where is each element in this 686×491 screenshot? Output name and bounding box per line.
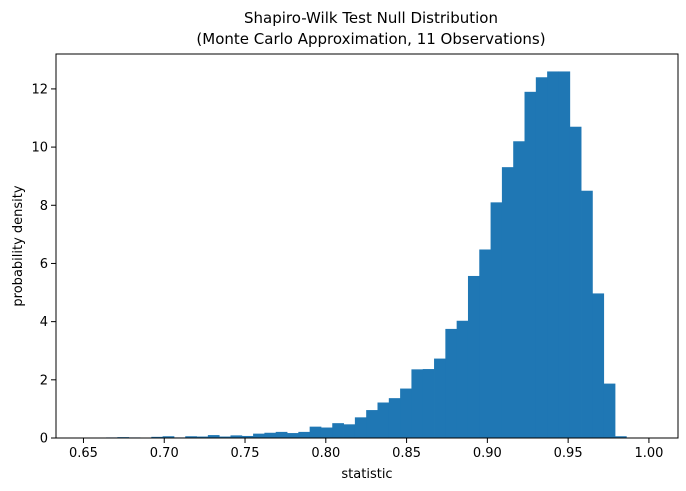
histogram-bar [354,417,367,438]
histogram-bar [366,410,378,438]
plot-frame [55,53,679,439]
histogram-bar [343,424,356,438]
histogram-bar [377,402,390,438]
x-tick-label: 0.75 [231,446,260,461]
y-axis-label: probability density [11,185,26,306]
histogram-bar [513,141,525,438]
chart-title: Shapiro-Wilk Test Null Distribution [244,9,498,27]
histogram-bar [287,433,299,438]
x-tick-label: 0.90 [473,446,502,461]
histogram-bar [400,388,412,438]
y-tick-label: 6 [40,257,48,272]
x-tick-label: 1.00 [634,446,663,461]
histogram-bar [241,435,254,438]
bars-group [83,71,627,439]
histogram-bar [501,167,514,438]
x-tick-label: 0.95 [554,446,583,461]
histogram-bar [490,202,503,438]
histogram-bar [230,435,243,438]
histogram-bar [185,436,197,438]
histogram-bar [445,328,458,438]
histogram-bar [422,369,435,438]
histogram-bar [569,126,582,438]
x-tick-label: 0.80 [311,446,340,461]
histogram-bar [332,423,344,438]
histogram-bar [547,71,559,438]
histogram-bar [592,293,605,438]
y-tick-label: 2 [40,373,48,388]
histogram-bar [456,320,469,438]
histogram-bar [275,431,288,438]
histogram-bar [614,436,627,438]
x-axis-ticks: 0.65 0.70 0.75 0.80 0.85 0.90 0.95 1.00 [69,438,663,461]
y-tick-label: 10 [31,141,48,156]
histogram-bar [253,433,265,438]
histogram-bar [320,427,333,438]
histogram-bar [162,436,175,438]
histogram-bar [196,436,209,438]
histogram-bar [479,249,491,438]
histogram-bar [309,426,322,438]
y-tick-label: 4 [40,315,48,330]
histogram-bar [264,432,277,438]
x-tick-label: 0.70 [150,446,179,461]
histogram-bar [535,77,548,439]
chart-subtitle: (Monte Carlo Approximation, 11 Observati… [196,30,545,48]
histogram-bar [581,190,593,438]
histogram-bar [219,436,231,438]
histogram-bar [434,358,446,438]
y-axis-ticks: 0 2 4 6 8 10 12 [31,82,56,447]
histogram-bar [298,431,311,438]
histogram-bar [603,383,616,438]
y-tick-label: 12 [31,82,48,97]
histogram-bar [207,435,220,438]
y-tick-label: 0 [40,432,48,447]
histogram-bar [558,71,571,438]
x-tick-label: 0.65 [69,446,98,461]
histogram-bar [151,436,164,438]
histogram-bar [411,369,424,438]
histogram-bar [524,91,537,438]
x-axis-label: statistic [341,467,392,482]
histogram-bar [388,398,401,438]
histogram-bar [467,275,480,438]
x-tick-label: 0.85 [392,446,421,461]
y-tick-label: 8 [40,199,48,214]
